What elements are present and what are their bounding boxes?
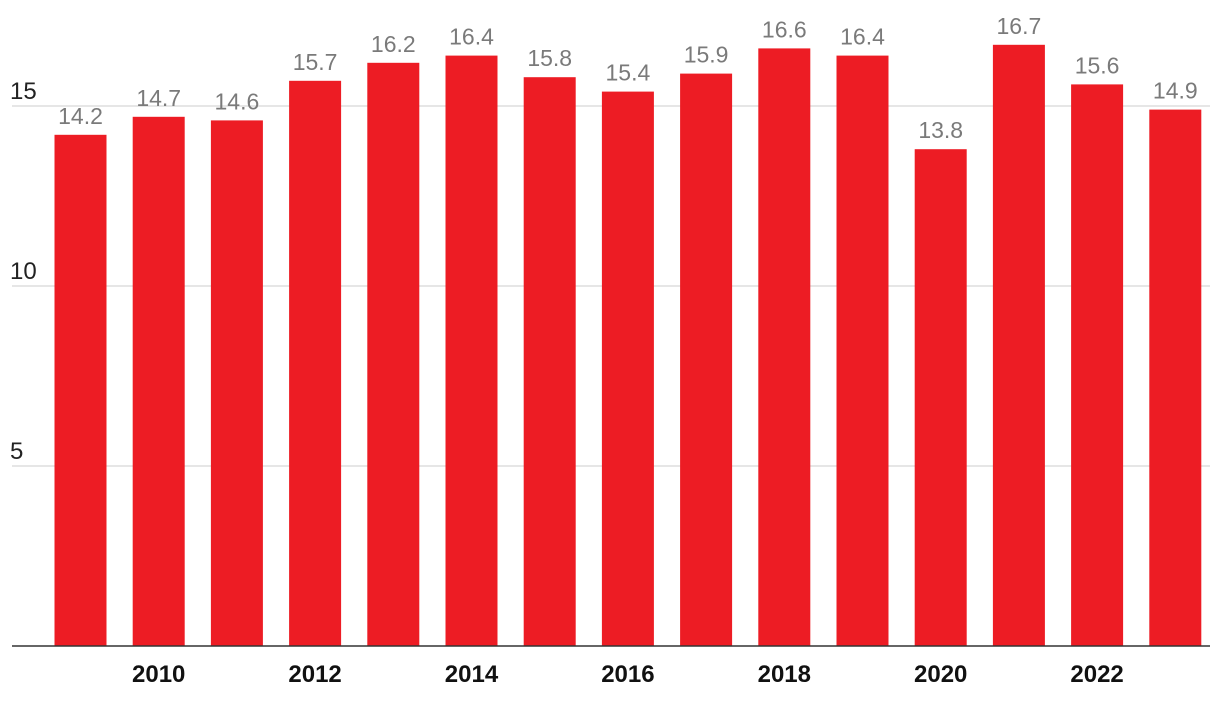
data-label: 13.8 (918, 117, 963, 143)
bar (367, 62, 420, 647)
data-label: 15.9 (684, 42, 729, 68)
data-label: 15.6 (1075, 52, 1120, 78)
x-tick-label: 2016 (601, 661, 654, 688)
data-label: 14.2 (58, 103, 103, 129)
x-tick-label: 2020 (914, 661, 967, 688)
x-tick-label: 2010 (132, 661, 185, 688)
bar (680, 73, 733, 647)
bar (1071, 84, 1124, 646)
y-tick-label: 5 (10, 438, 23, 465)
bar (132, 116, 185, 647)
bar (210, 120, 263, 646)
data-label: 16.4 (449, 24, 494, 50)
data-label: 16.6 (762, 16, 807, 42)
data-label: 14.6 (215, 88, 260, 114)
bar (445, 55, 498, 647)
data-label: 16.7 (997, 13, 1042, 39)
y-tick-label: 15 (10, 78, 37, 105)
bar (289, 80, 342, 647)
data-label: 15.8 (527, 45, 572, 71)
data-label: 15.7 (293, 49, 338, 75)
bars (54, 44, 1202, 647)
bar (54, 134, 107, 647)
data-labels: 14.2 14.7 14.6 15.7 16.2 16.4 15.8 15.4 15.9 16.6… (58, 13, 1198, 143)
bar (1149, 109, 1202, 647)
data-label: 16.4 (840, 24, 885, 50)
x-axis-ticks: 2010 2012 2014 2016 2018 2020 2022 (132, 661, 1124, 688)
bar (992, 44, 1045, 647)
bar (601, 91, 654, 647)
x-tick-label: 2018 (758, 661, 811, 688)
y-tick-label: 10 (10, 258, 37, 285)
data-label: 15.4 (606, 60, 651, 86)
x-tick-label: 2014 (445, 661, 499, 688)
data-label: 14.7 (136, 85, 181, 111)
bar (523, 77, 576, 646)
bar (758, 48, 811, 646)
x-tick-label: 2012 (288, 661, 341, 688)
bar (836, 55, 889, 647)
data-label: 14.9 (1153, 78, 1198, 104)
bar (914, 149, 967, 646)
x-tick-label: 2022 (1070, 661, 1123, 688)
data-label: 16.2 (371, 31, 416, 57)
y-axis-ticks: 5 10 15 (10, 78, 37, 465)
